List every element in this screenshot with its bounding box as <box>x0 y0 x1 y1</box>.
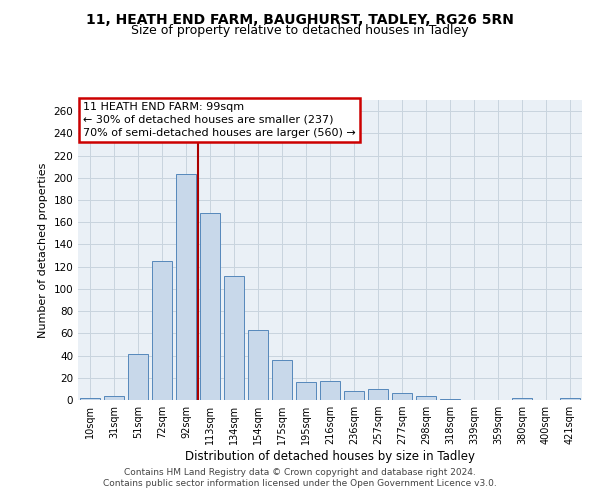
Bar <box>128 354 148 400</box>
Bar <box>512 398 532 400</box>
Bar <box>344 391 364 400</box>
Bar <box>272 360 292 400</box>
Bar <box>320 381 340 400</box>
Bar <box>368 389 388 400</box>
Bar <box>392 394 412 400</box>
Bar <box>200 214 220 400</box>
Bar <box>152 261 172 400</box>
Text: 11, HEATH END FARM, BAUGHURST, TADLEY, RG26 5RN: 11, HEATH END FARM, BAUGHURST, TADLEY, R… <box>86 12 514 26</box>
Text: Size of property relative to detached houses in Tadley: Size of property relative to detached ho… <box>131 24 469 37</box>
Bar <box>224 276 244 400</box>
Bar <box>104 396 124 400</box>
Bar <box>560 398 580 400</box>
Text: Contains HM Land Registry data © Crown copyright and database right 2024.
Contai: Contains HM Land Registry data © Crown c… <box>103 468 497 487</box>
Bar <box>80 398 100 400</box>
Y-axis label: Number of detached properties: Number of detached properties <box>38 162 48 338</box>
Bar <box>440 399 460 400</box>
Bar <box>176 174 196 400</box>
Bar <box>248 330 268 400</box>
Bar <box>416 396 436 400</box>
X-axis label: Distribution of detached houses by size in Tadley: Distribution of detached houses by size … <box>185 450 475 463</box>
Bar <box>296 382 316 400</box>
Text: 11 HEATH END FARM: 99sqm
← 30% of detached houses are smaller (237)
70% of semi-: 11 HEATH END FARM: 99sqm ← 30% of detach… <box>83 102 356 138</box>
